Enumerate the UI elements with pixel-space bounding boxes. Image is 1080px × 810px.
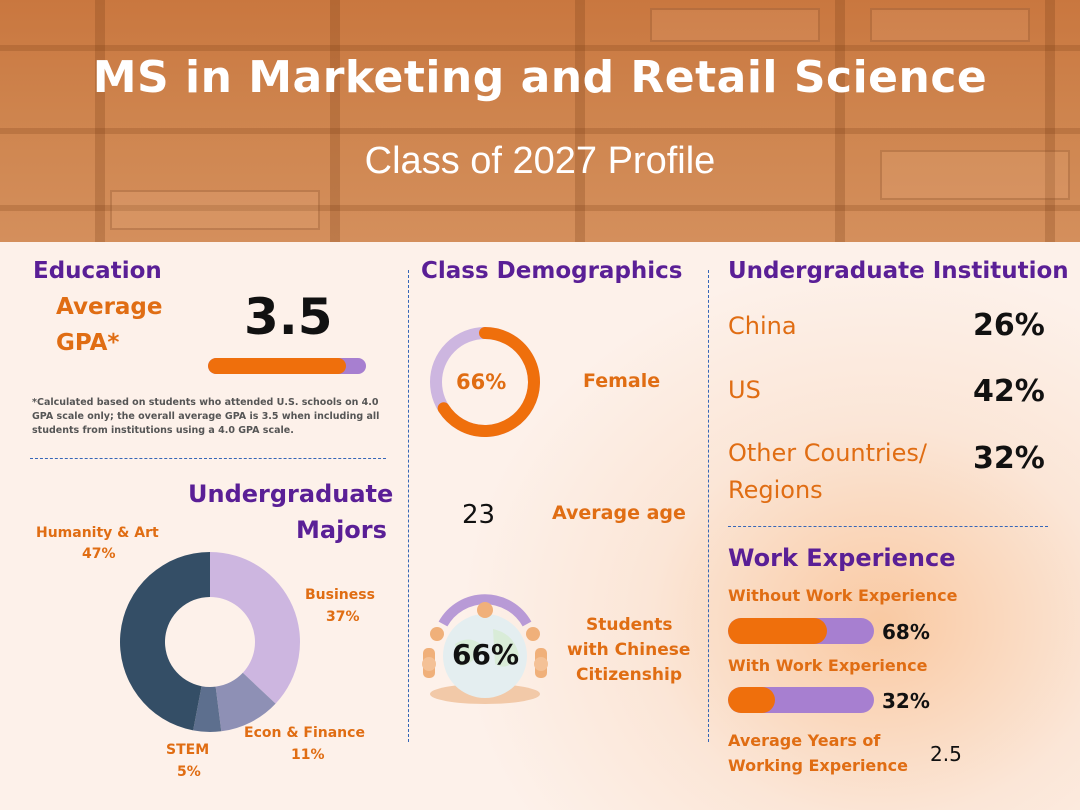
building-column [330,0,340,242]
with-work-label: With Work Experience [728,656,928,675]
gpa-footnote: *Calculated based on students who attend… [32,397,380,436]
female-ring-fill [437,327,540,437]
avg-years-value: 2.5 [930,742,962,766]
major-pct-stem: 5% [177,764,201,780]
majors-heading: Undergraduate [188,480,394,508]
building-window [870,8,1030,42]
chinese-label-line2: with Chinese [567,640,691,660]
donut-slice-business [210,552,300,704]
building-column [95,0,105,242]
major-pct-business: 37% [326,609,360,625]
building-floor [0,128,1080,134]
major-label-business: Business [305,587,375,603]
female-ring-chart [430,327,540,437]
chinese-label-line3: Citizenship [576,665,683,685]
female-pct: 66% [456,370,507,394]
page-subtitle: Class of 2027 Profile [364,140,716,182]
with-work-value: 32% [882,689,930,713]
institution-us-label: US [728,376,761,404]
without-work-bar-fill [728,618,828,644]
column-divider [408,270,409,742]
building-window [110,190,320,230]
avg-age-label: Average age [552,502,686,524]
building-column [1045,0,1055,242]
major-label-stem: STEM [166,742,210,758]
page-title: MS in Marketing and Retail Science [92,52,988,103]
building-floor [0,45,1080,51]
demographics-heading: Class Demographics [421,258,683,284]
avg-years-label-line1: Average Years of [728,731,881,750]
donut-slice-stem [193,686,222,732]
chinese-pct: 66% [452,638,520,671]
majors-donut-chart [120,552,300,732]
building-floor [0,205,1080,211]
major-pct-econ: 11% [291,747,325,763]
header-banner: MS in Marketing and Retail Science Class… [0,0,1080,242]
institution-china-value: 26% [973,308,1045,343]
institution-other-value: 32% [973,441,1045,476]
building-window [650,8,820,42]
donut-slice-econ-finance [215,672,276,732]
major-pct-humanity: 47% [82,546,116,562]
majors-heading-line2: Majors [296,516,387,544]
section-divider [30,458,386,459]
gpa-label: Average [56,294,163,320]
institution-other-label-line2: Regions [728,476,823,504]
avg-years-label-line2: Working Experience [728,756,909,775]
institution-heading: Undergraduate Institution [728,258,1069,284]
section-divider [728,526,1048,527]
institution-other-label: Other Countries/ [728,439,927,467]
major-label-humanity: Humanity & Art [36,525,159,541]
without-work-bar [728,618,874,644]
female-label: Female [583,370,661,392]
avg-age-value: 23 [462,500,496,530]
building-window [880,150,1070,200]
globe-people-icon [422,594,548,704]
content-panel: Education Average GPA* 3.5 *Calculated b… [0,242,1080,810]
with-work-bar-fill [728,687,775,713]
gpa-value: 3.5 [244,288,333,346]
without-work-label: Without Work Experience [728,586,958,605]
building-column [575,0,585,242]
with-work-bar [728,687,874,713]
work-heading: Work Experience [728,544,956,572]
institution-us-value: 42% [973,374,1045,409]
major-label-econ: Econ & Finance [244,725,365,741]
gpa-bar [208,358,366,374]
chinese-label-line1: Students [586,615,673,635]
institution-china-label: China [728,312,797,340]
donut-slice-humanity-art [120,552,210,731]
column-divider [708,270,709,742]
education-heading: Education [33,258,162,284]
building-column [835,0,845,242]
gpa-label-line2: GPA* [56,330,120,356]
without-work-value: 68% [882,620,930,644]
gpa-bar-fill [208,358,347,374]
